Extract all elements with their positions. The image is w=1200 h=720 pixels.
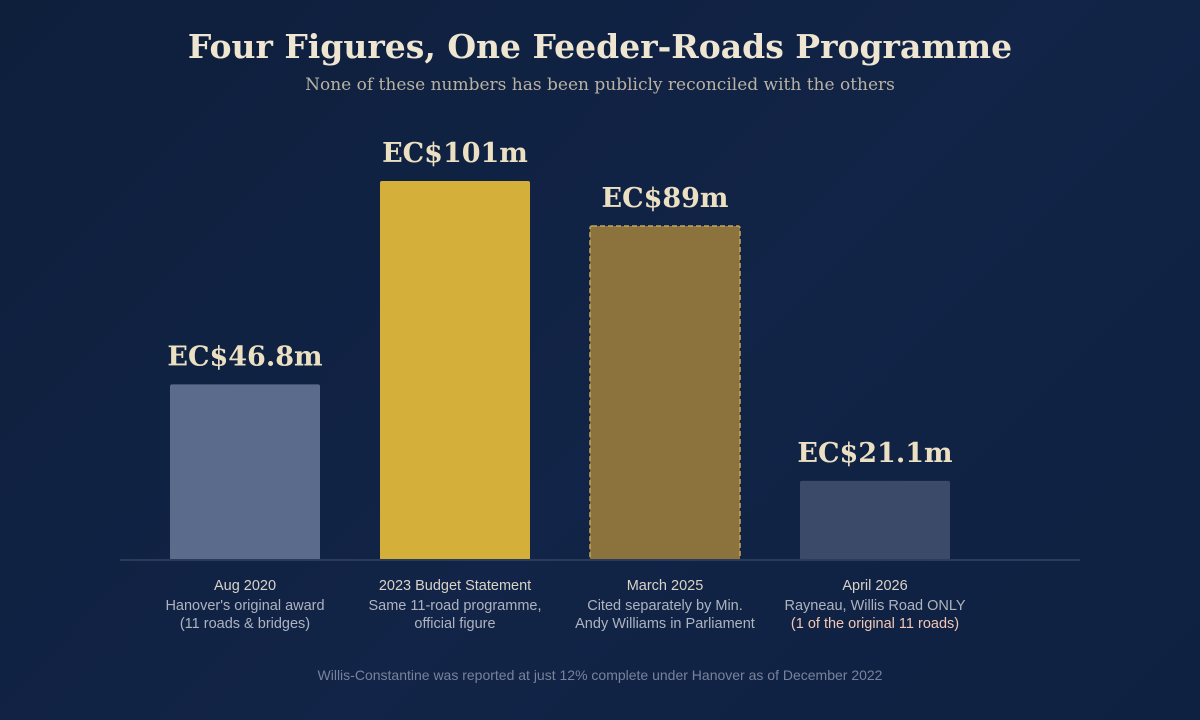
chart-footnote: Willis-Constantine was reported at just … — [318, 667, 883, 683]
category-desc-2-2: official figure — [414, 616, 495, 632]
category-desc-3-1: Cited separately by Min. — [587, 598, 743, 614]
bars-group — [170, 181, 950, 561]
value-label-1: EC$46.8m — [167, 341, 322, 372]
bar-4 — [800, 480, 950, 560]
category-desc-4-1: Rayneau, Willis Road ONLY — [784, 598, 965, 614]
bar-2 — [380, 181, 530, 560]
bar-1 — [170, 384, 320, 560]
value-label-2: EC$101m — [382, 138, 528, 169]
category-desc-4-2: (1 of the original 11 roads) — [791, 616, 959, 632]
category-desc-3-2: Andy Williams in Parliament — [575, 616, 755, 632]
category-label-3: March 2025 — [627, 578, 704, 594]
category-desc-2-1: Same 11-road programme, — [368, 598, 541, 614]
category-label-1: Aug 2020 — [214, 578, 276, 594]
bar-3 — [589, 225, 741, 561]
category-label-4: April 2026 — [842, 578, 907, 594]
labels-group: EC$46.8m Aug 2020 Hanover's original award… — [165, 138, 965, 632]
category-label-2: 2023 Budget Statement — [379, 578, 531, 594]
chart-subtitle: None of these numbers has been publicly … — [305, 75, 895, 95]
chart-title: Four Figures, One Feeder-Roads Programme — [188, 27, 1012, 66]
value-label-4: EC$21.1m — [797, 438, 952, 469]
category-desc-1-2: (11 roads & bridges) — [180, 616, 310, 632]
value-label-3: EC$89m — [602, 183, 729, 214]
category-desc-1-1: Hanover's original award — [165, 598, 324, 614]
